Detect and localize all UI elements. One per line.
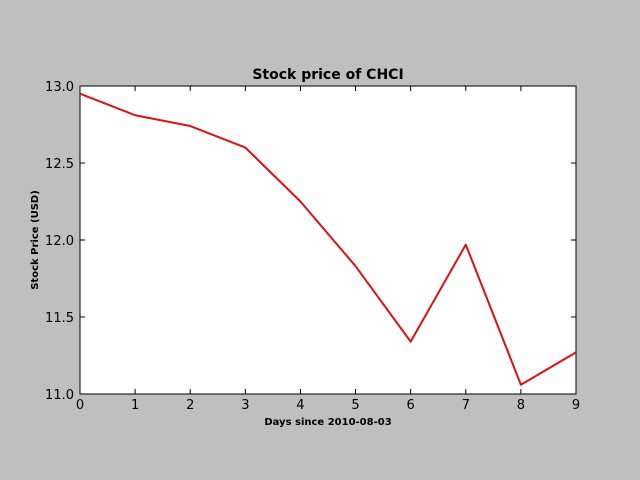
y-axis-label: Stock Price (USD)	[30, 190, 41, 290]
x-axis-label: Days since 2010-08-03	[264, 417, 391, 428]
x-tick-label: 4	[296, 398, 304, 413]
x-tick-label: 7	[462, 398, 470, 413]
y-tick-label: 12.5	[45, 157, 74, 172]
x-tick-label: 0	[76, 398, 84, 413]
y-tick-label: 13.0	[45, 80, 74, 95]
y-tick-label: 11.0	[45, 388, 74, 403]
plot-area	[79, 85, 577, 395]
x-tick-label: 8	[517, 398, 525, 413]
x-tick-label: 5	[351, 398, 359, 413]
y-tick-label: 12.0	[45, 234, 74, 249]
x-tick-label: 2	[186, 398, 194, 413]
series-layer	[79, 92, 577, 386]
y-tick-label: 11.5	[45, 311, 74, 326]
x-tick-label: 6	[407, 398, 415, 413]
x-tick-label: 3	[241, 398, 249, 413]
series-line	[79, 92, 577, 386]
ticks-group: 0 1 2 3 4 5 6 7 8 9 11.0 11.5 12.0 12.5 13.0	[45, 80, 580, 413]
x-tick-label: 9	[572, 398, 580, 413]
chart-title: Stock price of CHCI	[252, 67, 403, 83]
x-tick-label: 1	[131, 398, 139, 413]
